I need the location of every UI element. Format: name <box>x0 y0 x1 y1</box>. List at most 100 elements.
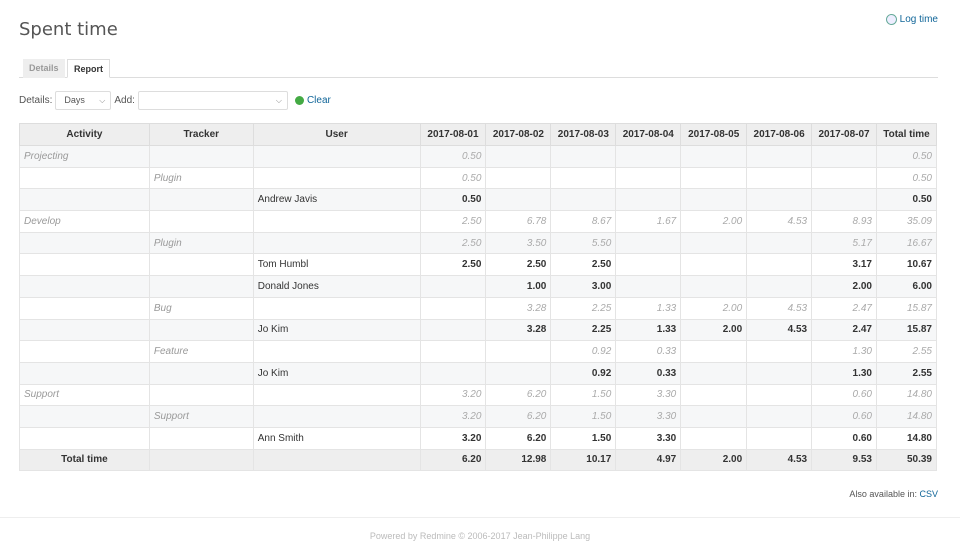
hours-cell: 4.53 <box>746 318 813 342</box>
tracker-cell <box>148 210 254 233</box>
subtotal-row: Bug 3.28 2.25 1.33 2.00 4.53 2.47 15.87 <box>19 296 937 320</box>
details-value: Days <box>64 95 85 105</box>
hours-cell <box>550 188 617 212</box>
hours-cell <box>615 231 682 255</box>
csv-link[interactable]: CSV <box>919 489 938 499</box>
column-header: 2017-08-01 <box>419 123 487 146</box>
add-select[interactable]: ⌵ <box>137 91 288 110</box>
hours-cell: 0.33 <box>615 361 682 385</box>
hours-cell: 1.33 <box>615 296 682 320</box>
time-report-table: Activity Tracker User 2017-08-01 2017-08-02 2… <box>19 123 937 472</box>
column-header: 2017-08-06 <box>746 123 813 146</box>
log-time-link[interactable]: Log time <box>885 14 938 25</box>
hours-cell: 3.20 <box>419 426 487 450</box>
hours-cell: 2.00 <box>811 275 877 298</box>
hours-cell: 1.00 <box>485 275 552 298</box>
column-header: User <box>252 123 421 146</box>
column-header: Activity <box>19 123 150 146</box>
tab-details[interactable]: Details <box>23 59 65 78</box>
hours-cell: 2.00 <box>680 296 748 320</box>
hours-cell: 3.50 <box>485 231 552 255</box>
hours-cell <box>485 188 552 212</box>
hours-cell: 1.33 <box>615 318 682 342</box>
subtotal-row: Feature 0.92 0.33 1.30 2.55 <box>19 340 937 363</box>
tracker-cell <box>148 188 254 212</box>
user-cell <box>252 166 421 190</box>
hours-cell: 0.33 <box>615 340 682 363</box>
hours-cell: 0.50 <box>876 145 937 168</box>
total-row: Total time 6.20 12.98 10.17 4.97 2.00 4.53 9.53… <box>19 448 937 472</box>
hours-cell <box>680 166 748 190</box>
user-cell: Andrew Javis <box>252 188 421 212</box>
hours-cell <box>419 361 487 385</box>
hours-cell <box>419 275 487 298</box>
hours-cell <box>680 145 748 168</box>
tracker-cell: Support <box>148 405 254 428</box>
tracker-cell: Plugin <box>148 166 254 190</box>
hours-cell <box>485 340 552 363</box>
hours-cell <box>746 188 813 212</box>
hours-cell <box>680 275 748 298</box>
hours-cell: 0.92 <box>550 340 617 363</box>
activity-cell <box>19 253 150 277</box>
clear-label: Clear <box>306 95 331 106</box>
hours-cell: 8.67 <box>550 210 617 233</box>
activity-cell <box>19 340 150 363</box>
hours-cell: 2.55 <box>876 361 937 385</box>
tracker-cell <box>148 383 254 407</box>
hours-cell: 1.30 <box>811 340 877 363</box>
hours-cell <box>615 145 682 168</box>
hours-cell: 2.25 <box>550 296 617 320</box>
reload-icon <box>294 96 304 105</box>
tab-report[interactable]: Report <box>67 59 110 78</box>
activity-cell <box>19 188 150 212</box>
activity-cell <box>19 296 150 320</box>
hours-cell <box>550 145 617 168</box>
user-cell <box>252 383 421 407</box>
hours-cell <box>811 145 877 168</box>
hours-cell: 5.50 <box>550 231 617 255</box>
hours-cell <box>485 361 552 385</box>
hours-cell: 0.50 <box>876 188 937 212</box>
details-label: Details: <box>19 95 53 106</box>
hours-cell <box>811 188 877 212</box>
hours-cell <box>746 253 813 277</box>
details-select[interactable]: Days ⌵ <box>55 91 112 110</box>
hours-cell: 3.30 <box>615 426 682 450</box>
hours-cell: 2.50 <box>485 253 552 277</box>
hours-cell <box>746 361 813 385</box>
hours-cell: 3.17 <box>811 253 877 277</box>
hours-cell: 2.50 <box>550 253 617 277</box>
hours-cell: 6.00 <box>876 275 937 298</box>
footer: Powered by Redmine © 2006-2017 Jean-Phil… <box>0 517 960 541</box>
column-header: Tracker <box>148 123 254 146</box>
chevron-down-icon: ⌵ <box>275 96 282 105</box>
activity-cell <box>19 231 150 255</box>
hours-cell: 0.50 <box>419 188 487 212</box>
hours-cell: 16.67 <box>876 231 937 255</box>
tracker-cell: Plugin <box>148 231 254 255</box>
hours-cell <box>746 145 813 168</box>
hours-cell <box>550 166 617 190</box>
total-hours-cell: 9.53 <box>811 448 877 472</box>
hours-cell: 8.93 <box>811 210 877 233</box>
hours-cell <box>419 318 487 342</box>
user-cell: Tom Humbl <box>252 253 421 277</box>
detail-row: Jo Kim 0.92 0.33 1.30 2.55 <box>19 361 937 385</box>
total-hours-cell: 50.39 <box>876 448 937 472</box>
chevron-down-icon: ⌵ <box>99 96 106 105</box>
hours-cell <box>419 296 487 320</box>
activity-cell <box>19 275 150 298</box>
hours-cell <box>419 340 487 363</box>
hours-cell: 0.60 <box>811 426 877 450</box>
activity-cell <box>19 426 150 450</box>
hours-cell: 3.20 <box>419 405 487 428</box>
subtotal-row: Plugin 2.50 3.50 5.50 5.17 16.67 <box>19 231 937 255</box>
hours-cell <box>485 166 552 190</box>
detail-row: Donald Jones 1.00 3.00 2.00 6.00 <box>19 275 937 298</box>
clear-link[interactable]: Clear <box>294 95 331 106</box>
tracker-cell: Bug <box>148 296 254 320</box>
hours-cell: 14.80 <box>876 405 937 428</box>
activity-cell <box>19 361 150 385</box>
column-header: 2017-08-03 <box>550 123 617 146</box>
